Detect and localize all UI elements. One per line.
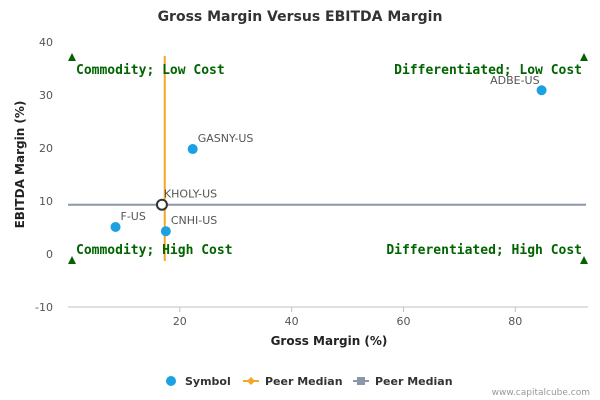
legend-item[interactable]: Peer Median	[353, 375, 453, 388]
point-gasny-us	[187, 144, 198, 155]
y-axis-title: EBITDA Margin (%)	[13, 101, 27, 229]
credit-text: www.capitalcube.com	[492, 388, 590, 398]
quadrant-label-top-left: Commodity; Low Cost	[76, 63, 225, 78]
legend-item[interactable]: Symbol	[166, 375, 231, 388]
quadrant-label-bottom-left: Commodity; High Cost	[76, 243, 233, 258]
legend-diamond-marker	[247, 377, 255, 385]
point-label: GASNY-US	[198, 132, 254, 145]
legend-symbol-marker	[166, 376, 176, 386]
y-tick-label: 0	[46, 248, 53, 261]
x-axis-ticks: 20 40 60 80	[173, 307, 522, 328]
legend-label: Symbol	[185, 375, 231, 388]
legend-label: Peer Median	[265, 375, 343, 388]
quadrant-marker-top-right	[580, 53, 588, 61]
quadrant-marker-bottom-left	[68, 256, 76, 264]
quadrant-label-bottom-right: Differentiated; High Cost	[386, 243, 582, 258]
point-cnhi-us	[160, 226, 171, 237]
plot-area: 20 40 60 80 40 30 20 10 0 -10 Commodity; Low Cos…	[35, 36, 588, 328]
legend-item[interactable]: Peer Median	[243, 375, 343, 388]
x-tick-label: 60	[396, 315, 410, 328]
quadrant-marker-bottom-right	[580, 256, 588, 264]
point-label: F-US	[121, 210, 146, 223]
y-tick-label: 20	[39, 142, 53, 155]
x-axis-title: Gross Margin (%)	[271, 334, 388, 348]
quadrant-labels: Commodity; Low Cost Differentiated; Low …	[76, 63, 582, 258]
point-f-us	[110, 221, 121, 232]
point-label: CNHI-US	[171, 214, 217, 227]
y-tick-label: 40	[39, 36, 53, 49]
point-adbe-us	[536, 85, 547, 96]
quadrant-label-top-right: Differentiated; Low Cost	[394, 63, 582, 78]
x-tick-label: 20	[173, 315, 187, 328]
legend: Symbol Peer Median Peer Median	[166, 375, 453, 388]
quadrant-marker-top-left	[68, 53, 76, 61]
data-points: ADBE-US GASNY-US F-US CNHI-US KHOLY-US	[110, 74, 547, 237]
legend-square-marker	[357, 377, 365, 385]
legend-label: Peer Median	[375, 375, 453, 388]
plot-background	[68, 42, 588, 307]
x-tick-label: 80	[508, 315, 522, 328]
highlight-label: KHOLY-US	[164, 188, 217, 201]
point-label: ADBE-US	[490, 74, 540, 87]
point-kholy-us	[155, 198, 168, 211]
quadrant-markers	[68, 53, 588, 264]
y-tick-label: -10	[35, 301, 53, 314]
y-axis-ticks: 40 30 20 10 0 -10	[35, 36, 53, 314]
y-tick-label: 30	[39, 89, 53, 102]
y-tick-label: 10	[39, 195, 53, 208]
chart-title: Gross Margin Versus EBITDA Margin	[158, 9, 443, 25]
x-tick-label: 40	[285, 315, 299, 328]
